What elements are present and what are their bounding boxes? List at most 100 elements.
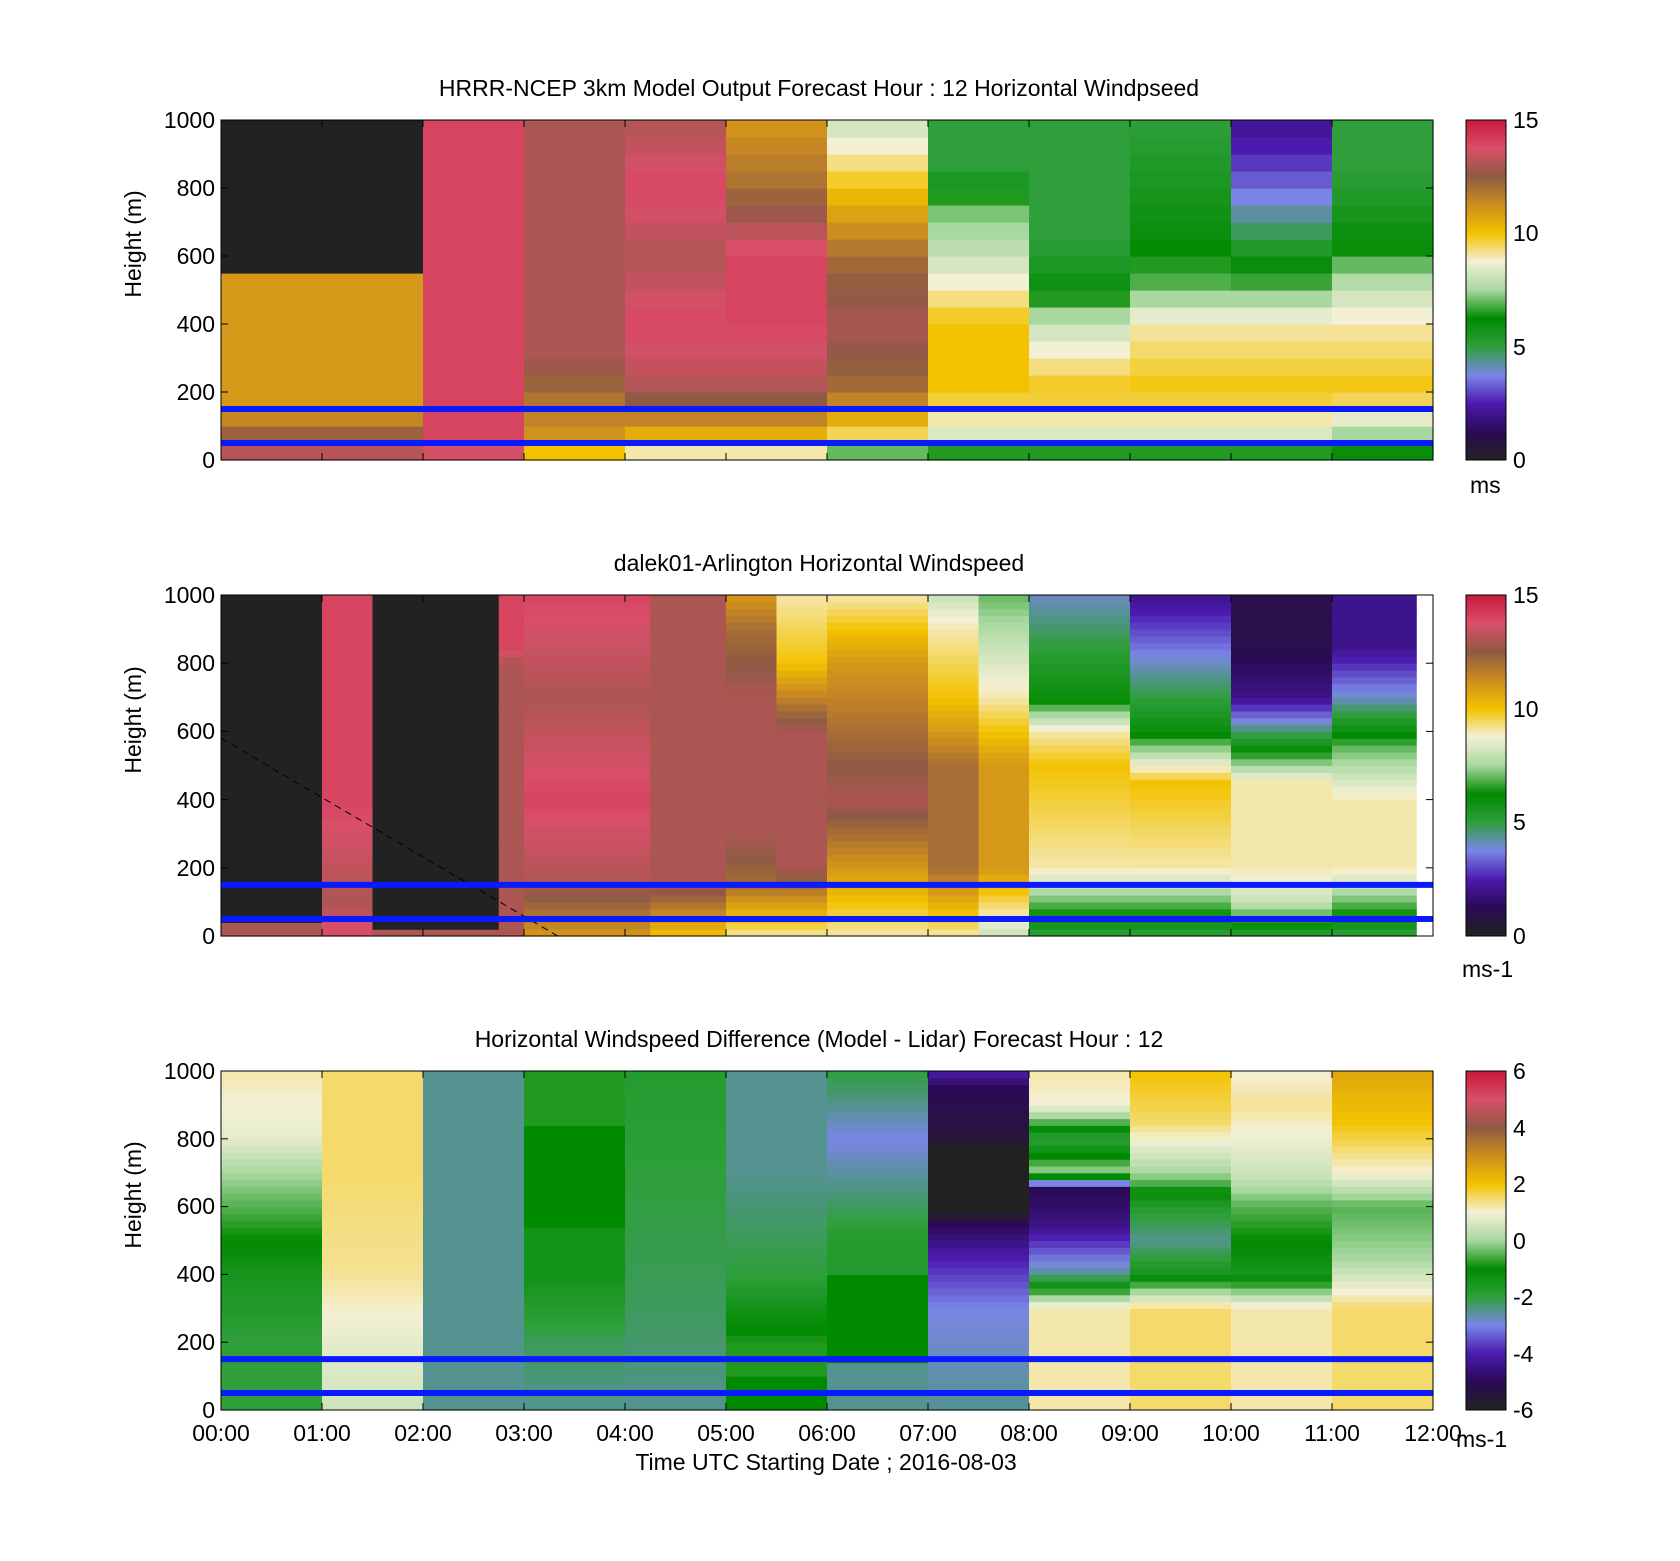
heatmap-cell [625,1220,727,1228]
heatmap-cell [221,731,323,739]
heatmap-cell [1231,840,1333,848]
heatmap-cell [1231,1267,1333,1275]
heatmap-cell [498,690,525,698]
heatmap-cell [827,1213,929,1221]
heatmap-cell [650,854,727,862]
heatmap-cell [1332,704,1417,712]
heatmap-cell [1130,1138,1232,1147]
ytick-label: 0 [202,923,215,949]
heatmap-cell [1130,867,1232,876]
heatmap-cell [524,154,626,172]
heatmap-cell [625,1267,727,1275]
heatmap-cell [827,1260,929,1269]
heatmap-cell [221,358,424,376]
heatmap-cell [524,710,651,719]
heatmap-cell [827,154,929,172]
heatmap-cell [776,676,828,685]
heatmap-cell [650,670,727,678]
heatmap-cell [372,806,500,814]
heatmap-cell [1231,717,1333,726]
heatmap-cell [1332,649,1417,657]
heatmap-cell [1029,1328,1131,1337]
heatmap-cell [1231,392,1333,410]
heatmap-cell [221,1260,323,1269]
ytick-label: 400 [177,1261,215,1287]
heatmap-cell [978,922,1030,930]
heatmap-cell [928,929,980,937]
heatmap-cell [978,615,1030,623]
heatmap-cell [1332,929,1417,937]
heatmap-cell [726,1267,828,1275]
heatmap-cell [827,731,929,739]
heatmap-cell [625,324,727,342]
heatmap-cell [221,663,323,671]
heatmap-cell [524,758,651,767]
heatmap-cell [928,765,980,773]
heatmap-cell [372,820,500,828]
heatmap-cell [928,307,1030,325]
heatmap-cell [1332,710,1417,719]
heatmap-cell [1029,1071,1131,1079]
heatmap-cell [928,1206,1030,1214]
heatmap-cell [372,779,500,787]
heatmap-cell [827,1254,929,1262]
heatmap-cell [524,772,651,780]
heatmap-cell [928,1104,1030,1113]
ytick-label: 200 [177,379,215,405]
heatmap-cell [1130,649,1232,657]
heatmap-cell [726,901,778,910]
heatmap-cell [1029,772,1131,780]
heatmap-cell [1231,1321,1333,1330]
heatmap-cell [827,1376,929,1384]
heatmap-cell [827,1132,929,1140]
heatmap-cell [827,1308,929,1316]
heatmap-cell [928,1281,1030,1289]
heatmap-cell [524,1111,626,1120]
panel-difference-yticks: 0 200 400 600 800 1000 [164,1058,215,1423]
panel-model-title: HRRR-NCEP 3km Model Output Forecast Hour… [439,75,1199,101]
heatmap-cell [1231,1294,1333,1303]
heatmap-cell [1332,1132,1434,1140]
heatmap-cell [726,1186,828,1194]
heatmap-cell [423,1098,525,1106]
heatmap-cell [1029,1125,1131,1133]
heatmap-cell [650,745,727,753]
heatmap-cell [1029,738,1131,746]
heatmap-cell [1332,663,1417,671]
heatmap-cell [1231,860,1333,869]
heatmap-cell [625,1301,727,1309]
heatmap-cell [524,1145,626,1153]
heatmap-cell [928,1199,1030,1208]
heatmap-cell [776,840,828,848]
heatmap-cell [827,1274,929,1282]
heatmap-cell [1029,820,1131,828]
heatmap-cell [1332,854,1417,862]
heatmap-cell [928,1274,1030,1282]
heatmap-cell [1130,738,1232,746]
heatmap-cell [524,1281,626,1289]
heatmap-cell [498,724,525,732]
heatmap-cell [423,307,525,325]
heatmap-cell [372,833,500,842]
heatmap-cell [726,670,778,678]
heatmap-cell [1332,1193,1434,1201]
heatmap-cell [650,683,727,692]
panel-lidar: dalek01-Arlington Horizontal Windspeed H… [120,550,1539,982]
heatmap-cell [524,1301,626,1309]
heatmap-cell [423,256,525,274]
heatmap-cell [827,1145,929,1153]
heatmap-cell [524,1396,626,1404]
xtick-label: 09:00 [1101,1420,1159,1446]
heatmap-cell [1130,799,1232,808]
heatmap-cell [928,1179,1030,1187]
heatmap-cell [625,1369,727,1377]
heatmap-cell [524,1376,626,1384]
heatmap-cell [827,758,929,767]
heatmap-cell [423,1145,525,1153]
heatmap-cell [1029,663,1131,671]
heatmap-cell [1231,813,1333,821]
heatmap-cell [1029,120,1131,138]
heatmap-cell [1231,895,1333,903]
heatmap-cell [1029,765,1131,773]
heatmap-cell [524,731,651,739]
